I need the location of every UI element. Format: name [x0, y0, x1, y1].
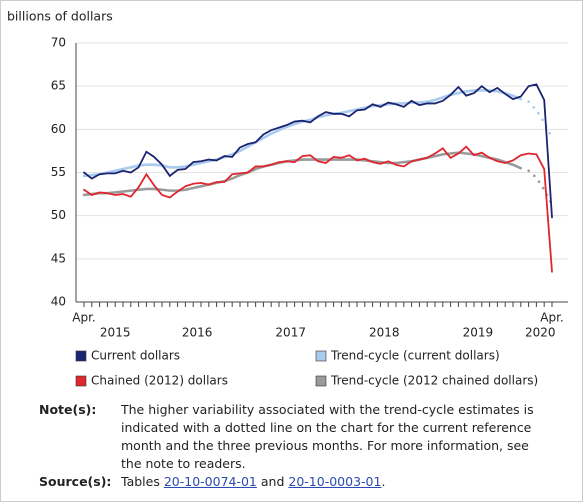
legend-label: Current dollars: [91, 349, 180, 363]
x-tick-label: Apr.: [72, 311, 95, 325]
y-tick-label: 50: [51, 208, 66, 222]
legend-swatch: [315, 375, 327, 387]
year-label: 2015: [100, 326, 131, 340]
year-label: 2017: [275, 326, 306, 340]
source-row: Source(s): Tables 20-10-0074-01 and 20-1…: [1, 473, 582, 491]
trend-line: [527, 100, 554, 140]
source-joiner: and: [260, 474, 285, 489]
source-label: Source(s):: [39, 474, 112, 489]
source-prefix: Tables: [121, 474, 160, 489]
legend-swatch: [315, 350, 327, 362]
y-tick-label: 45: [51, 251, 66, 265]
chart: billions of dollars 40 45 50 55 60 65 70 Apr. Ap…: [7, 9, 568, 388]
trend-line: [82, 89, 523, 178]
data-line: [83, 145, 553, 273]
notes-section: Note(s): The higher variability associat…: [1, 401, 582, 491]
note-row: Note(s): The higher variability associat…: [1, 401, 582, 473]
note-label: Note(s):: [39, 402, 97, 417]
year-label: 2016: [182, 326, 213, 340]
legend-swatch: [75, 350, 87, 362]
y-tick-label: 60: [51, 122, 66, 136]
year-label: 2020: [525, 326, 556, 340]
table-link[interactable]: 20-10-0003-01: [288, 474, 382, 489]
legend-swatch: [75, 375, 87, 387]
legend-label: Trend-cycle (current dollars): [330, 349, 500, 363]
year-label: 2019: [463, 326, 494, 340]
y-tick-label: 70: [51, 36, 66, 50]
y-tick-label: 40: [51, 295, 66, 309]
source-suffix: .: [381, 474, 386, 489]
legend-label: Chained (2012) dollars: [91, 374, 228, 388]
table-link[interactable]: 20-10-0074-01: [163, 474, 257, 489]
note-text: The higher variability associated with t…: [121, 402, 534, 471]
y-tick-label: 55: [51, 165, 66, 179]
year-label: 2018: [369, 326, 400, 340]
data-line: [83, 83, 553, 219]
legend-label: Trend-cycle (2012 chained dollars): [330, 374, 538, 388]
y-tick-label: 65: [51, 79, 66, 93]
trend-line: [82, 151, 523, 197]
y-axis-label: billions of dollars: [7, 9, 113, 24]
source-text: Tables 20-10-0074-01 and 20-10-0003-01.: [121, 473, 541, 491]
x-tick-label: Apr.: [540, 311, 563, 325]
